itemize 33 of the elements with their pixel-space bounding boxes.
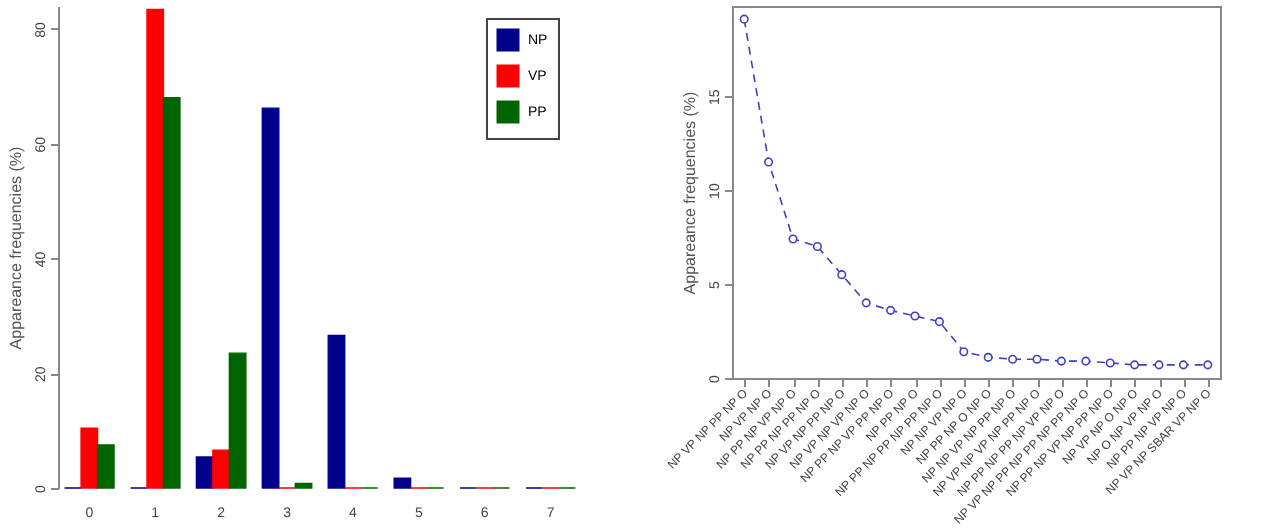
point [1178, 360, 1188, 370]
point [1105, 358, 1115, 368]
point [1032, 354, 1042, 364]
point [1081, 356, 1091, 366]
bar [393, 477, 412, 489]
bar [96, 444, 115, 489]
bar [294, 482, 313, 489]
bar [261, 107, 280, 489]
point [959, 347, 969, 357]
point [1008, 354, 1018, 364]
point [764, 157, 774, 167]
point [1203, 360, 1213, 370]
point [1130, 360, 1140, 370]
bar [146, 8, 165, 489]
point [861, 298, 871, 308]
point [837, 270, 847, 280]
bar [80, 427, 99, 489]
point [812, 241, 822, 252]
y-axis-title: Appareance frequencies (%) [7, 145, 25, 350]
bar [228, 352, 247, 489]
bar [195, 456, 214, 489]
point [983, 352, 993, 362]
point [1056, 356, 1066, 366]
point [788, 234, 798, 244]
bar [327, 334, 346, 489]
y-axis-title: Appareance frequencies (%) [681, 90, 699, 295]
point [886, 305, 896, 315]
point [910, 311, 920, 321]
bar [162, 97, 181, 489]
point [934, 317, 944, 327]
bar [212, 449, 231, 489]
point [1154, 360, 1164, 370]
point [739, 14, 749, 24]
